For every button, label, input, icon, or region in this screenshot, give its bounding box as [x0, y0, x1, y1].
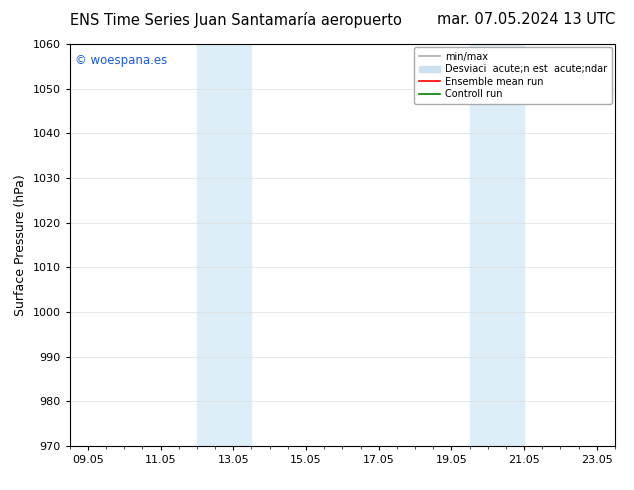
Bar [197, 44, 252, 446]
Y-axis label: Surface Pressure (hPa): Surface Pressure (hPa) [14, 174, 27, 316]
Text: mar. 07.05.2024 13 UTC: mar. 07.05.2024 13 UTC [437, 12, 615, 27]
Text: ENS Time Series Juan Santamaría aeropuerto: ENS Time Series Juan Santamaría aeropuer… [70, 12, 401, 28]
Legend: min/max, Desviaci  acute;n est  acute;ndar, Ensemble mean run, Controll run: min/max, Desviaci acute;n est acute;ndar… [414, 47, 612, 104]
Text: © woespana.es: © woespana.es [75, 54, 167, 67]
Bar [470, 44, 524, 446]
